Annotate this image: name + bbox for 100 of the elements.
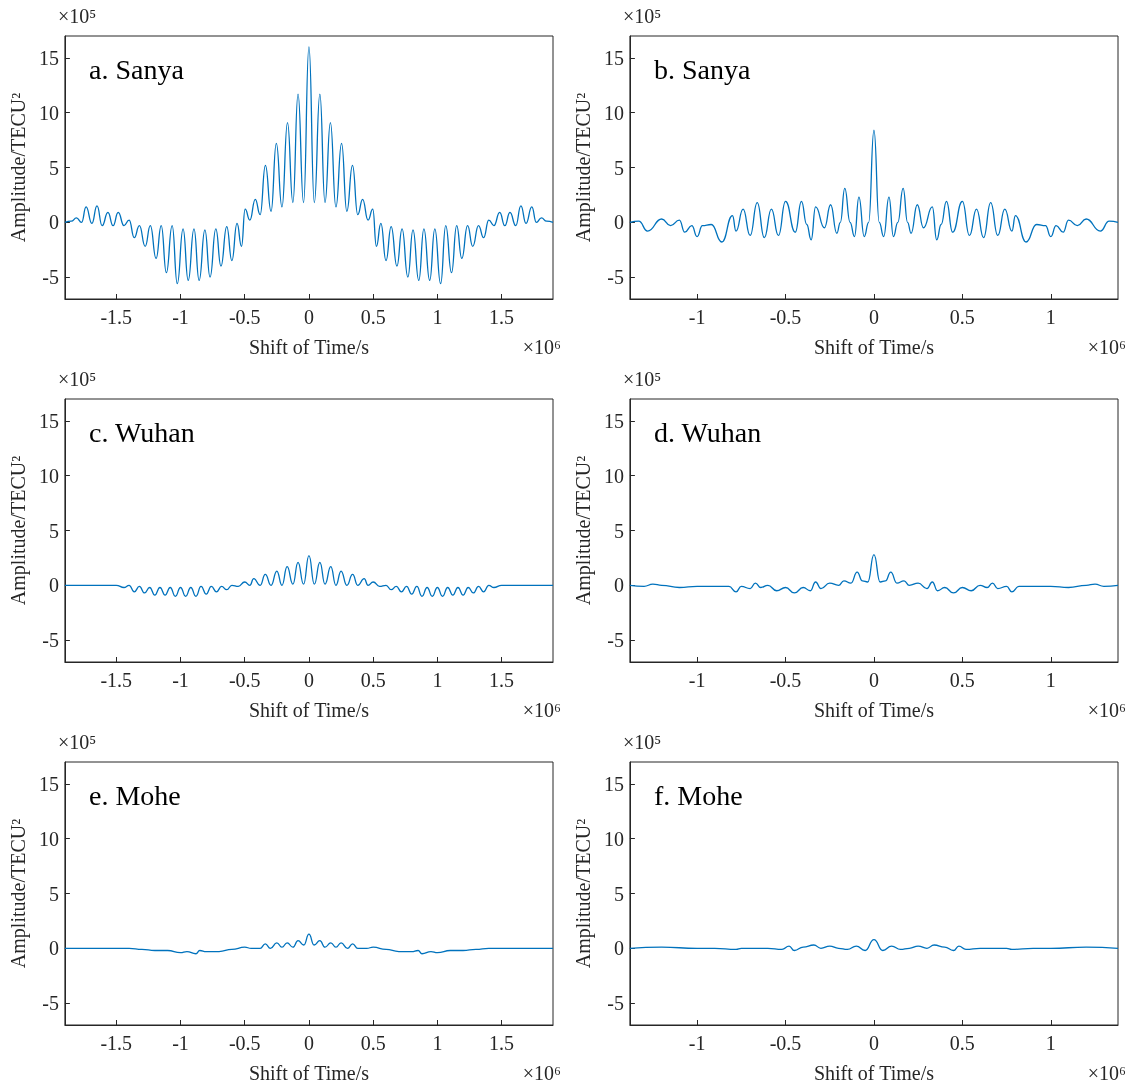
y-tick-label: 5 (613, 519, 624, 542)
y-axis-title: Amplitude/TECU² (572, 455, 595, 606)
x-tick-label: 0.5 (949, 306, 975, 328)
text: d. Wuhan (654, 416, 762, 448)
text: c. Wuhan (89, 416, 195, 448)
x-tick-label: 1.5 (489, 669, 515, 691)
x-axis-title: Shift of Time/s (813, 336, 935, 358)
line-series (629, 129, 1119, 243)
x-tick-label: 1 (432, 669, 443, 691)
line-series (629, 553, 1119, 594)
y-axis-title: Amplitude/TECU² (7, 92, 30, 243)
x-tick-label: -0.5 (769, 306, 802, 328)
x-tick-label: 1 (432, 1032, 443, 1054)
x-axis-title: Shift of Time/s (248, 336, 370, 358)
y-tick-label: 15 (38, 46, 59, 69)
text: a. Sanya (89, 53, 185, 85)
y-tick-label: -5 (607, 992, 624, 1015)
y-tick-label: 15 (603, 409, 624, 432)
line-series (64, 933, 554, 955)
y-tick-label: -5 (42, 992, 59, 1015)
x-tick-label: -1.5 (100, 669, 133, 691)
x-tick-label: 0.5 (360, 1032, 386, 1054)
y-axis-title: Amplitude/TECU² (572, 818, 595, 969)
x-tick-label: 0 (868, 669, 879, 691)
y-tick-label: 15 (38, 409, 59, 432)
x-tick-label: -0.5 (228, 669, 261, 691)
text: ×10⁵ (623, 368, 662, 390)
x-tick-label: 0.5 (949, 1032, 975, 1054)
x-tick-label: 1 (1045, 1032, 1056, 1054)
text: ×10⁶ (1087, 699, 1127, 721)
x-tick-label: 0 (868, 1032, 879, 1054)
x-tick-label: -1 (172, 306, 189, 328)
x-axis-title: Shift of Time/s (813, 1062, 935, 1084)
x-tick-label: 1 (432, 306, 443, 328)
x-tick-label: 0.5 (360, 669, 386, 691)
x-tick-label: -0.5 (769, 669, 802, 691)
x-axis-title: Shift of Time/s (813, 699, 935, 721)
text: e. Mohe (89, 779, 181, 811)
y-tick-label: -5 (607, 266, 624, 289)
x-tick-label: -0.5 (769, 1032, 802, 1054)
y-axis-title: Amplitude/TECU² (7, 455, 30, 606)
x-tick-label: -1 (172, 669, 189, 691)
x-tick-label: 0 (303, 306, 314, 328)
y-tick-label: 0 (48, 574, 59, 597)
text: ×10⁶ (522, 336, 562, 358)
x-tick-label: 1.5 (489, 306, 515, 328)
x-tick-label: 1.5 (489, 1032, 515, 1054)
y-tick-label: 10 (603, 464, 624, 487)
text: ×10⁶ (522, 699, 562, 721)
y-tick-label: 0 (613, 211, 624, 234)
y-tick-label: 0 (48, 937, 59, 960)
x-tick-label: 1 (1045, 306, 1056, 328)
y-tick-label: 10 (38, 464, 59, 487)
x-axis-title: Shift of Time/s (248, 699, 370, 721)
x-tick-label: -1.5 (100, 306, 133, 328)
x-tick-label: -1.5 (100, 1032, 133, 1054)
y-tick-label: 15 (38, 772, 59, 795)
x-tick-label: 0.5 (360, 306, 386, 328)
x-tick-label: 0 (303, 669, 314, 691)
text: ×10⁵ (58, 5, 97, 27)
x-tick-label: 0.5 (949, 669, 975, 691)
x-tick-label: -0.5 (228, 1032, 261, 1054)
x-tick-label: 1 (1045, 669, 1056, 691)
y-tick-label: -5 (42, 629, 59, 652)
y-tick-label: 5 (48, 156, 59, 179)
y-tick-label: 10 (603, 827, 624, 850)
text: f. Mohe (654, 779, 743, 811)
y-tick-label: 5 (48, 519, 59, 542)
x-tick-label: -1 (688, 1032, 706, 1054)
y-tick-label: 5 (613, 156, 624, 179)
text: ×10⁶ (1087, 336, 1127, 358)
y-tick-label: -5 (607, 629, 624, 652)
x-tick-label: -1 (688, 669, 706, 691)
x-axis-title: Shift of Time/s (248, 1062, 370, 1084)
x-tick-label: -1 (688, 306, 706, 328)
line-series (64, 46, 554, 285)
y-tick-label: -5 (42, 266, 59, 289)
y-tick-label: 10 (38, 827, 59, 850)
x-tick-label: -0.5 (228, 306, 261, 328)
text: b. Sanya (654, 53, 751, 85)
y-tick-label: 10 (603, 101, 624, 124)
y-tick-label: 0 (48, 211, 59, 234)
text: ×10⁵ (623, 731, 662, 753)
y-tick-label: 0 (613, 574, 624, 597)
text: ×10⁵ (58, 368, 97, 390)
y-tick-label: 10 (38, 101, 59, 124)
y-axis-title: Amplitude/TECU² (572, 92, 595, 243)
y-tick-label: 5 (613, 882, 624, 905)
line-series (64, 555, 554, 597)
y-tick-label: 5 (48, 882, 59, 905)
y-tick-label: 15 (603, 772, 624, 795)
line-series (629, 938, 1119, 952)
y-tick-label: 15 (603, 46, 624, 69)
y-tick-label: 0 (613, 937, 624, 960)
text: ×10⁵ (623, 5, 662, 27)
text: ×10⁵ (58, 731, 97, 753)
text: ×10⁶ (1087, 1062, 1127, 1084)
x-tick-label: 0 (303, 1032, 314, 1054)
text: ×10⁶ (522, 1062, 562, 1084)
x-tick-label: -1 (172, 1032, 189, 1054)
